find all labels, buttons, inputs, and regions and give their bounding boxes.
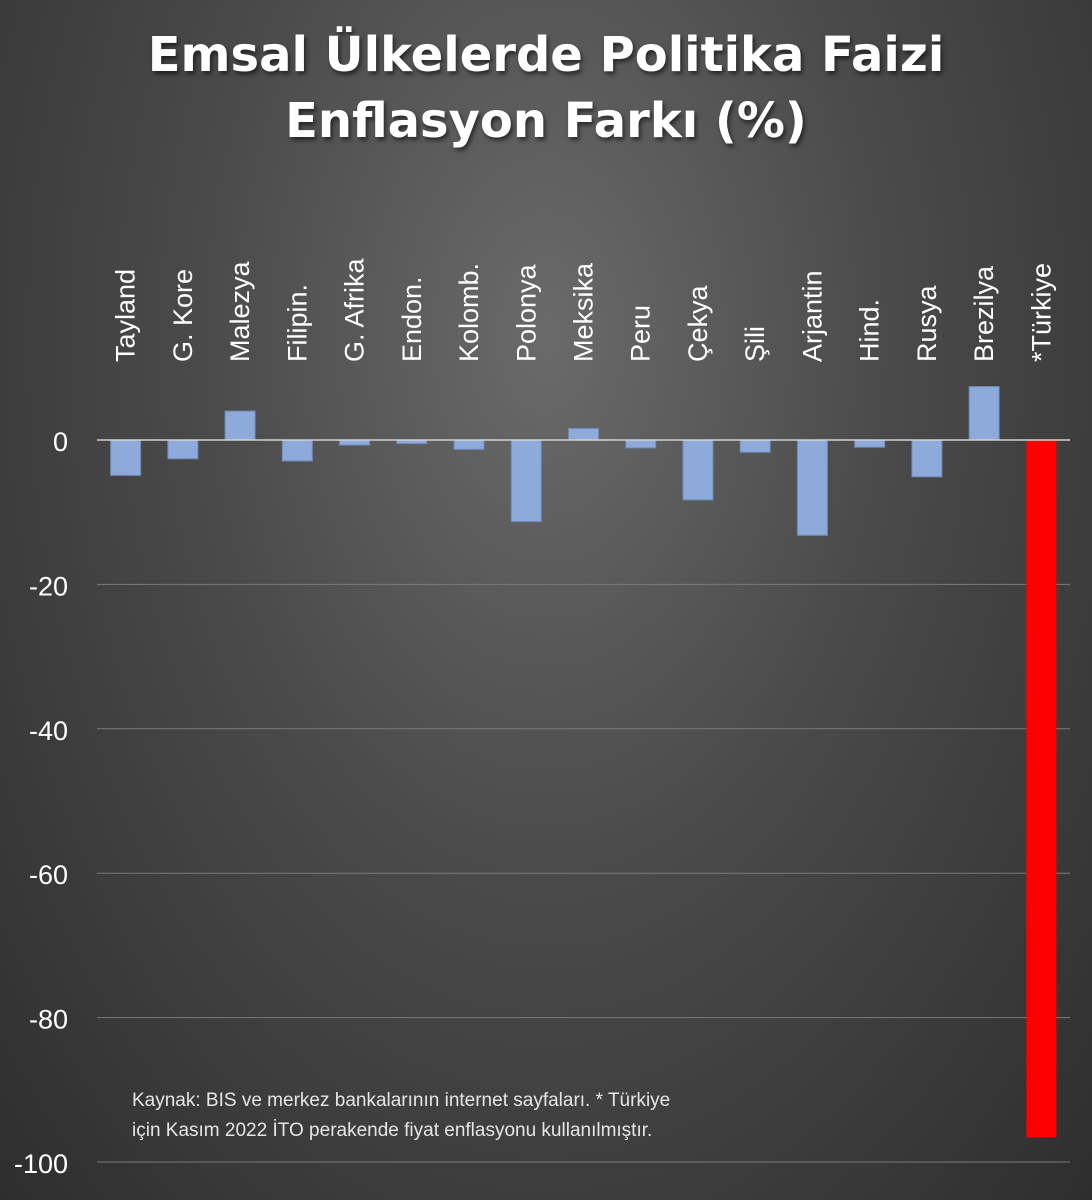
category-label: Arjantin xyxy=(797,270,827,362)
y-tick-label: -80 xyxy=(29,1005,68,1035)
category-label: Hind. xyxy=(855,299,885,362)
category-label: Polonya xyxy=(511,263,541,362)
bar-arjantin xyxy=(796,439,828,536)
category-label: Meksika xyxy=(569,262,599,362)
bar--türkiye xyxy=(1026,440,1057,1138)
bar-g-kore xyxy=(167,439,199,460)
bar-brezilya xyxy=(968,386,1000,441)
bar-kolomb- xyxy=(453,439,485,450)
y-tick-label: -100 xyxy=(14,1149,68,1179)
category-label: Endon. xyxy=(397,276,427,362)
category-label: G. Afrika xyxy=(340,257,370,362)
chart-title-line-2: Enflasyon Farkı (%) xyxy=(285,93,807,149)
category-label: Malezya xyxy=(225,260,255,362)
category-label: G. Kore xyxy=(168,269,198,362)
source-note-line-2: için Kasım 2022 İTO perakende fiyat enfl… xyxy=(132,1120,653,1141)
bar-rusya xyxy=(911,439,943,478)
category-labels: Tayland G. Kore Malezya Filipin. G. Afrika En… xyxy=(111,257,1057,362)
y-tick-label: -60 xyxy=(29,860,68,890)
category-label: Filipin. xyxy=(282,284,312,362)
y-tick-label: -20 xyxy=(29,571,68,601)
category-label: Tayland xyxy=(111,269,141,362)
source-note: Kaynak: BIS ve merkez bankalarının inter… xyxy=(132,1086,852,1146)
bar-şili xyxy=(739,439,771,453)
y-tick-label: 0 xyxy=(53,427,68,457)
bar-hind- xyxy=(854,439,886,448)
y-tick-label: -40 xyxy=(29,716,68,746)
category-label: Brezilya xyxy=(969,265,999,362)
category-label: Çekya xyxy=(683,284,713,362)
category-label: Şili xyxy=(740,326,770,362)
category-label: Rusya xyxy=(912,284,942,362)
category-label: Kolomb. xyxy=(454,263,484,362)
bar-tayland xyxy=(110,439,142,476)
bar-meksika xyxy=(568,427,599,441)
bar-peru xyxy=(625,439,657,449)
category-label: *Türkiye xyxy=(1026,263,1056,362)
chart-title: Emsal Ülkelerde Politika Faizi Enflasyon… xyxy=(0,22,1092,154)
bars xyxy=(110,386,1057,1138)
bar-polonya xyxy=(510,439,542,523)
y-axis-tick-labels: 0 -20 -40 -60 -80 -100 xyxy=(14,427,68,1179)
bar-malezya xyxy=(224,410,256,441)
chart-title-line-1: Emsal Ülkelerde Politika Faizi xyxy=(147,27,945,83)
bar-çekya xyxy=(682,439,714,501)
category-label: Peru xyxy=(626,305,656,362)
source-note-line-1: Kaynak: BIS ve merkez bankalarının inter… xyxy=(132,1090,671,1111)
bar-filipin- xyxy=(281,439,313,462)
grid-lines xyxy=(97,583,1070,1163)
